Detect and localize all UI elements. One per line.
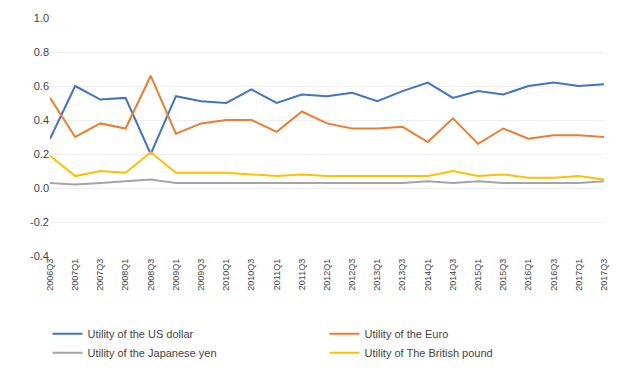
svg-text:2009Q1: 2009Q1 [171, 259, 181, 291]
svg-text:2013Q1: 2013Q1 [372, 259, 382, 291]
svg-text:2010Q1: 2010Q1 [221, 259, 231, 291]
svg-text:Utility of the US dollar: Utility of the US dollar [88, 328, 194, 340]
svg-text:0.8: 0.8 [34, 46, 49, 58]
svg-text:0.6: 0.6 [34, 80, 49, 92]
svg-text:2011Q1: 2011Q1 [272, 259, 282, 290]
svg-text:2006Q3: 2006Q3 [45, 259, 55, 291]
svg-text:-0.4: -0.4 [30, 250, 49, 262]
svg-text:-0.2: -0.2 [30, 216, 49, 228]
svg-text:0.4: 0.4 [34, 114, 49, 126]
svg-text:2008Q3: 2008Q3 [146, 259, 156, 291]
svg-text:2017Q1: 2017Q1 [574, 259, 584, 291]
svg-text:2012Q1: 2012Q1 [322, 259, 332, 291]
svg-text:2009Q3: 2009Q3 [196, 259, 206, 291]
svg-text:2012Q3: 2012Q3 [347, 259, 357, 291]
svg-text:2016Q3: 2016Q3 [549, 259, 559, 291]
svg-text:Utility of the Japanese yen: Utility of the Japanese yen [88, 347, 217, 359]
svg-text:2014Q3: 2014Q3 [448, 259, 458, 291]
svg-text:2016Q1: 2016Q1 [523, 259, 533, 291]
svg-text:2014Q1: 2014Q1 [423, 259, 433, 291]
svg-text:1.0: 1.0 [34, 12, 49, 24]
svg-text:2007Q1: 2007Q1 [70, 259, 80, 291]
svg-text:Utility of The British pound: Utility of The British pound [365, 347, 493, 359]
svg-text:0.0: 0.0 [34, 182, 49, 194]
svg-text:2015Q3: 2015Q3 [498, 259, 508, 291]
svg-text:2015Q1: 2015Q1 [473, 259, 483, 291]
svg-text:Utility of the Euro: Utility of the Euro [365, 328, 449, 340]
svg-text:2017Q3: 2017Q3 [599, 259, 609, 291]
svg-text:0.2: 0.2 [34, 148, 49, 160]
svg-text:2010Q3: 2010Q3 [246, 259, 256, 291]
svg-text:2007Q3: 2007Q3 [95, 259, 105, 291]
svg-text:2013Q3: 2013Q3 [397, 259, 407, 291]
svg-text:2011Q3: 2011Q3 [297, 259, 307, 290]
svg-text:2008Q1: 2008Q1 [120, 259, 130, 291]
